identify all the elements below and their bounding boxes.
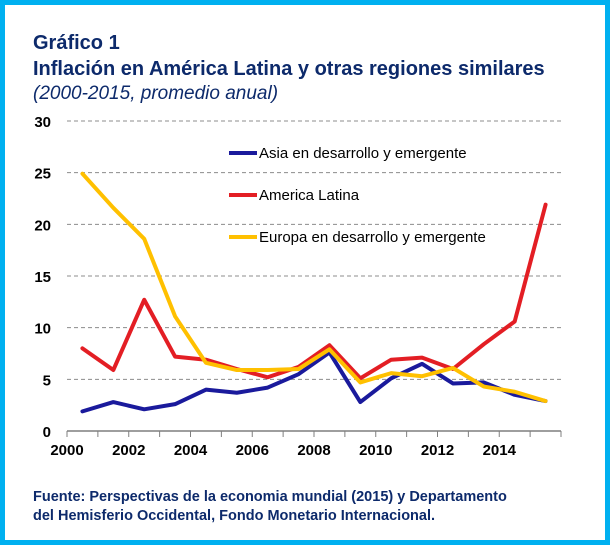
x-tick-label-2008: 2008 bbox=[297, 442, 330, 459]
legend-label-3: Europa en desarrollo y emergente bbox=[259, 229, 486, 246]
x-tick-label-2010: 2010 bbox=[359, 442, 392, 459]
x-tick-label-2004: 2004 bbox=[174, 442, 208, 459]
x-tick-label-2014: 2014 bbox=[483, 442, 517, 459]
legend-label-2: America Latina bbox=[259, 187, 360, 204]
y-tick-label-25: 25 bbox=[34, 166, 51, 183]
y-tick-label-15: 15 bbox=[34, 269, 51, 286]
y-tick-label-0: 0 bbox=[43, 424, 51, 441]
chart-title: Inflación en América Latina y otras regi… bbox=[33, 58, 545, 80]
chart-title-number: Gráfico 1 bbox=[33, 32, 120, 54]
x-tick-label-2012: 2012 bbox=[421, 442, 454, 459]
line-chart: 0 5 10 15 20 25 30 2000 2002 2004 2006 2008 2010 2012… bbox=[34, 114, 562, 459]
source-line-2: del Hemisferio Occidental, Fondo Monetar… bbox=[33, 508, 436, 524]
source-note: Fuente: Perspectivas de la economia mund… bbox=[33, 488, 593, 526]
y-tick-label-10: 10 bbox=[34, 321, 51, 338]
chart-subtitle: (2000-2015, promedio anual) bbox=[33, 83, 279, 104]
y-tick-label-20: 20 bbox=[34, 217, 51, 234]
legend-label-1: Asia en desarrollo y emergente bbox=[259, 145, 467, 162]
x-tick-label-2002: 2002 bbox=[112, 442, 145, 459]
series-line-3 bbox=[80, 171, 548, 404]
series-line-1 bbox=[80, 350, 548, 414]
x-tick-label-2000: 2000 bbox=[50, 442, 83, 459]
y-tick-label-30: 30 bbox=[34, 114, 51, 131]
series-line-2 bbox=[80, 202, 548, 381]
y-tick-label-5: 5 bbox=[43, 372, 51, 389]
x-tick-label-2006: 2006 bbox=[236, 442, 269, 459]
source-line-1: Fuente: Perspectivas de la economia mund… bbox=[33, 489, 507, 505]
